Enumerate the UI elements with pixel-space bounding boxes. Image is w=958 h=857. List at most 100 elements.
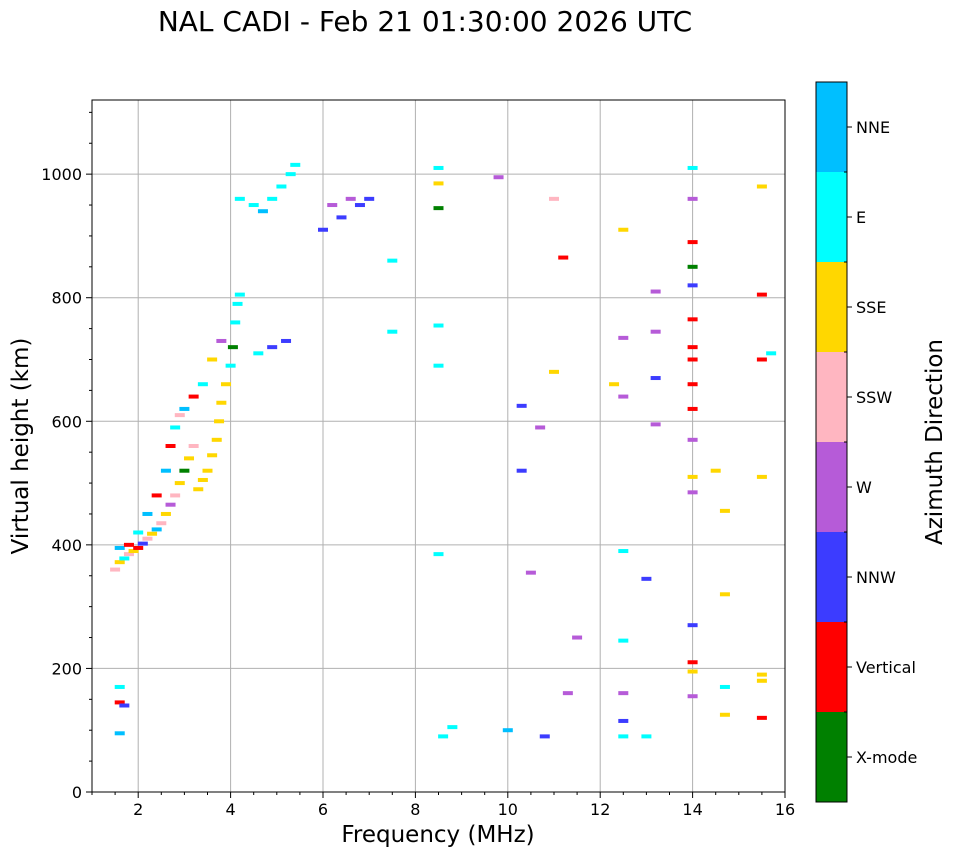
echo-point	[549, 196, 559, 201]
echo-point	[719, 508, 730, 513]
echo-point	[123, 552, 134, 557]
echo-point	[618, 394, 629, 399]
colorbar-tick-label: SSE	[856, 298, 886, 317]
echo-point	[650, 376, 661, 381]
colorbar-segment	[816, 82, 847, 172]
echo-point	[197, 382, 208, 387]
echo-point	[119, 703, 130, 708]
colorbar-tick-label: W	[856, 478, 872, 497]
y-tick-label: 1000	[41, 165, 82, 184]
echo-point	[687, 669, 698, 674]
echo-point	[687, 345, 698, 350]
echo-point	[493, 175, 504, 180]
echo-point	[336, 215, 347, 220]
echo-point	[114, 560, 125, 565]
echo-point	[687, 490, 698, 495]
x-tick-label: 2	[133, 800, 143, 819]
echo-point	[281, 338, 292, 343]
colorbar-tick-label: NNW	[856, 568, 896, 587]
echo-point	[572, 635, 583, 640]
echo-point	[433, 206, 444, 211]
x-tick-label: 14	[682, 800, 702, 819]
echo-point	[179, 468, 190, 473]
colorbar-tick-label: X-mode	[856, 748, 917, 767]
echo-point	[687, 283, 698, 288]
colorbar-frame	[815, 81, 848, 803]
echo-point	[211, 437, 222, 442]
echo-point	[687, 660, 698, 665]
echo-point	[133, 545, 144, 550]
colorbar-tick-label: E	[856, 208, 866, 227]
echo-point	[618, 718, 629, 723]
echo-point	[641, 734, 652, 739]
echo-point	[562, 691, 573, 696]
echo-point	[687, 623, 698, 628]
echo-point	[232, 301, 243, 306]
echo-point	[165, 444, 176, 448]
echo-point	[156, 521, 167, 526]
echo-point	[719, 684, 730, 689]
echo-point	[618, 638, 629, 643]
echo-point	[193, 487, 204, 492]
echo-point	[687, 694, 698, 699]
echo-point	[147, 531, 158, 536]
echo-point	[257, 209, 268, 214]
y-tick-label: 800	[51, 289, 82, 308]
echo-point	[114, 700, 125, 705]
y-tick-label: 0	[72, 783, 82, 802]
echo-point	[516, 403, 527, 408]
echo-point	[756, 715, 767, 720]
echo-point	[516, 468, 527, 473]
echo-point	[170, 493, 181, 498]
echo-point	[687, 357, 698, 362]
echo-point	[687, 196, 698, 201]
y-tick-label: 400	[51, 536, 82, 555]
colorbar-segment	[816, 172, 847, 262]
echo-point	[756, 672, 767, 677]
echo-point	[433, 552, 444, 557]
echo-point	[184, 456, 195, 461]
echo-point	[433, 363, 444, 368]
echo-point	[165, 502, 176, 507]
echo-point	[710, 468, 721, 473]
echo-point	[433, 181, 444, 186]
echo-point	[142, 536, 153, 541]
echo-point	[197, 477, 208, 482]
echo-point	[618, 335, 629, 340]
echo-point	[114, 545, 125, 550]
echo-point	[650, 289, 661, 294]
echo-point	[133, 530, 144, 535]
echo-point	[207, 357, 218, 362]
echo-point	[687, 264, 698, 269]
echo-point	[641, 576, 652, 581]
echo-point	[650, 422, 661, 427]
echo-point	[687, 406, 698, 411]
echo-point	[687, 165, 698, 170]
echo-point	[650, 329, 661, 334]
echo-point	[687, 382, 698, 387]
y-tick-label: 200	[51, 659, 82, 678]
echo-point	[558, 255, 569, 260]
x-tick-label: 16	[775, 800, 795, 819]
colorbar-tick-label: Vertical	[856, 658, 916, 677]
echo-point	[618, 227, 629, 232]
echo-point	[285, 172, 296, 177]
echo-point	[327, 203, 338, 208]
echo-point	[174, 413, 185, 418]
colorbar-label: Azimuth Direction	[922, 339, 948, 545]
echo-point	[128, 549, 139, 554]
echo-point	[276, 184, 287, 189]
echo-point	[267, 345, 278, 350]
echo-point	[539, 734, 550, 739]
echo-point	[142, 511, 153, 516]
echo-point	[151, 527, 162, 532]
x-tick-label: 6	[318, 800, 328, 819]
echo-point	[123, 542, 134, 547]
y-tick-label: 600	[51, 412, 82, 431]
echo-point	[719, 592, 730, 597]
colorbar-segment	[816, 622, 847, 712]
colorbar-tick-label: SSW	[856, 388, 892, 407]
axes: 2 4 6 8 10 12 14 16 0 200 400 600 800 1000	[41, 111, 795, 819]
echo-point	[719, 712, 730, 717]
echo-point	[756, 184, 767, 189]
